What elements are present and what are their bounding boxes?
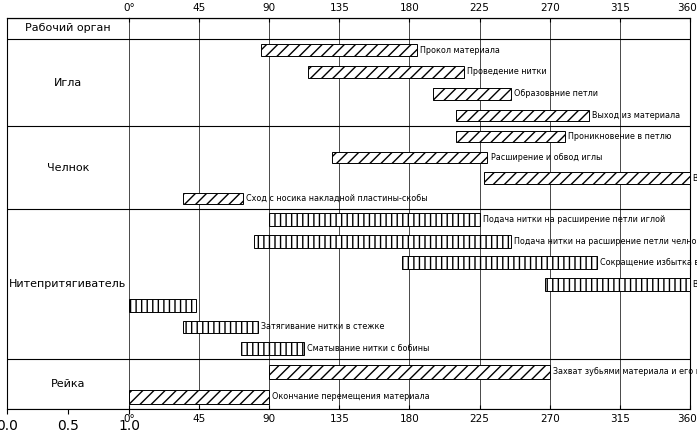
Bar	[457, 131, 565, 143]
Text: Нитепритягиватель: Нитепритягиватель	[9, 279, 127, 289]
Bar	[457, 110, 589, 121]
Text: Выход из материала: Выход из материала	[592, 111, 680, 120]
Bar	[254, 235, 511, 248]
Text: Расширение и обвод иглы: Расширение и обвод иглы	[491, 153, 602, 162]
Text: Выход петли из челнока: Выход петли из челнока	[693, 173, 697, 183]
Bar	[269, 213, 480, 226]
Bar	[401, 256, 597, 269]
Text: Сход с носика накладной пластины-скобы: Сход с носика накладной пластины-скобы	[246, 194, 427, 203]
Text: Выбор петли из челнока: Выбор петли из челнока	[693, 279, 697, 289]
Bar	[183, 321, 259, 334]
Bar	[269, 365, 550, 378]
Text: Сокращение избытка в подаче нитки: Сокращение избытка в подаче нитки	[599, 258, 697, 267]
Bar	[545, 278, 690, 290]
Bar	[308, 66, 464, 78]
Text: Прокол материала: Прокол материала	[420, 46, 500, 55]
Text: Образование петли: Образование петли	[514, 89, 598, 98]
Text: Сматывание нитки с бобины: Сматывание нитки с бобины	[307, 344, 429, 353]
Text: Затягивание нитки в стежке: Затягивание нитки в стежке	[261, 323, 385, 331]
Text: Рейка: Рейка	[51, 379, 85, 389]
Bar	[332, 152, 487, 163]
Text: Подача нитки на расширение петли иглой: Подача нитки на расширение петли иглой	[483, 215, 665, 224]
Bar	[129, 390, 269, 403]
Bar	[433, 88, 511, 100]
Text: Окончание перемещения материала: Окончание перемещения материала	[273, 392, 430, 401]
Bar	[484, 172, 690, 184]
Text: Захват зубьями материала и его перемещение: Захват зубьями материала и его перемещен…	[553, 367, 697, 376]
Text: Игла: Игла	[54, 78, 82, 88]
Bar	[183, 193, 243, 205]
Text: Рабочий орган: Рабочий орган	[25, 23, 111, 33]
Text: Проникновение в петлю: Проникновение в петлю	[569, 132, 672, 141]
Bar	[261, 44, 418, 56]
Text: Проведение нитки: Проведение нитки	[467, 67, 546, 77]
Bar	[129, 299, 196, 312]
Text: Челнок: Челнок	[47, 163, 89, 173]
Bar	[241, 342, 303, 355]
Text: Подача нитки на расширение петли челноком: Подача нитки на расширение петли челноко…	[514, 237, 697, 246]
